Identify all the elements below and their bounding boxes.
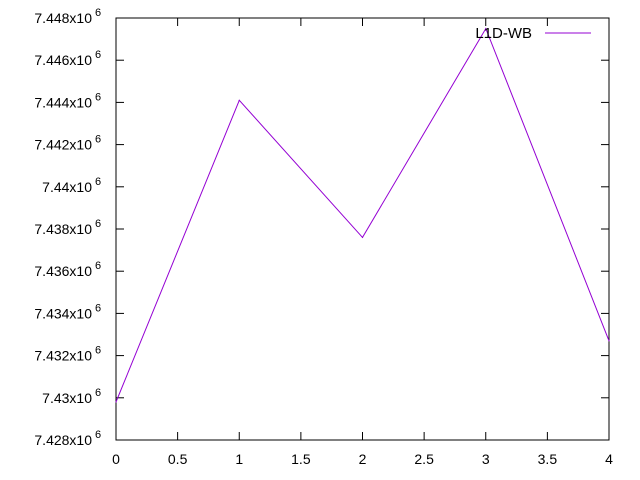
- y-tick-exponent: 6: [95, 7, 101, 19]
- y-tick-exponent: 6: [95, 176, 101, 188]
- y-tick-label: 7.434x10: [34, 305, 92, 321]
- y-tick-exponent: 6: [95, 134, 101, 146]
- series-layer: [115, 27, 610, 403]
- x-tick-label: 2: [359, 451, 367, 467]
- data-point: [361, 236, 364, 239]
- y-tick-label: 7.43x10: [42, 390, 92, 406]
- x-tick-label: 1.5: [291, 451, 311, 467]
- plot-frame: [115, 17, 610, 441]
- x-tick-label: 3.5: [538, 451, 558, 467]
- x-tick-label: 3: [482, 451, 490, 467]
- x-tick-label: 0: [112, 451, 120, 467]
- legend-label: L1D-WB: [475, 25, 532, 42]
- y-tick-label: 7.436x10: [34, 263, 92, 279]
- y-tick-exponent: 6: [95, 218, 101, 230]
- data-point: [608, 340, 610, 342]
- y-tick-label: 7.438x10: [34, 221, 92, 237]
- y-tick-exponent: 6: [95, 387, 101, 399]
- data-point: [238, 99, 240, 101]
- data-point: [485, 27, 487, 30]
- y-tick-exponent: 6: [95, 429, 101, 441]
- y-tick-label: 7.444x10: [34, 94, 92, 110]
- y-tick-exponent: 6: [95, 302, 101, 314]
- y-axis: 7.428x10 67.43x10 67.432x10 67.434x10 67.436…: [34, 7, 609, 448]
- series-line: [115, 27, 610, 403]
- y-tick-label: 7.446x10: [34, 52, 92, 68]
- y-tick-label: 7.428x10: [34, 432, 92, 448]
- data-point: [115, 401, 117, 403]
- y-tick-exponent: 6: [95, 345, 101, 357]
- x-tick-label: 2.5: [414, 451, 434, 467]
- y-tick-exponent: 6: [95, 49, 101, 61]
- x-tick-label: 4: [605, 451, 613, 467]
- y-tick-label: 7.442x10: [34, 137, 92, 153]
- x-tick-label: 1: [235, 451, 243, 467]
- y-tick-label: 7.448x10: [34, 10, 92, 26]
- x-tick-label: 0.5: [168, 451, 188, 467]
- y-tick-exponent: 6: [95, 91, 101, 103]
- y-tick-label: 7.44x10: [42, 179, 92, 195]
- x-axis: 0 0.5 1 1.5 2 2.5 3 3.5 4: [112, 18, 613, 467]
- y-tick-label: 7.432x10: [34, 348, 92, 364]
- y-tick-exponent: 6: [95, 260, 101, 272]
- legend: L1D-WB: [475, 25, 591, 42]
